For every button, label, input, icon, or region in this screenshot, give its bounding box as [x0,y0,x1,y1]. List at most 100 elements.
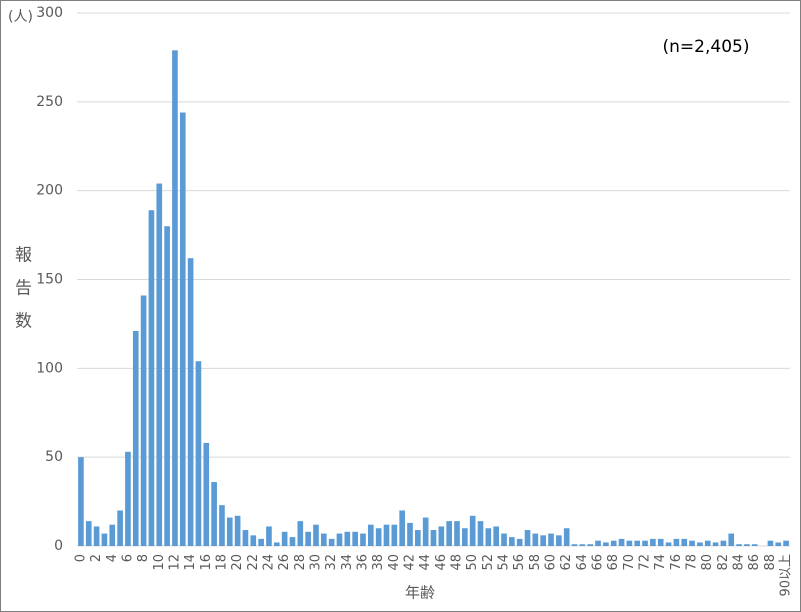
y-tick-label: 200 [36,183,63,199]
bar [289,537,296,546]
x-tick-label: 26 [277,554,292,571]
x-tick-label: 32 [324,554,339,571]
bar [156,183,163,546]
bar [720,540,727,546]
bar [360,533,366,546]
bar [477,521,484,546]
x-tick-label: 34 [340,554,355,571]
bar [383,524,390,546]
bar [603,542,609,546]
bar [320,533,327,546]
y-tick-label: 150 [36,272,63,288]
x-axis-label: 年齢 [405,584,435,602]
bar [226,517,233,546]
bar [164,226,170,546]
x-tick-label: 38 [371,554,386,571]
bar [665,542,672,546]
bar [328,538,335,546]
bar [430,530,437,546]
x-tick-label: 54 [497,554,512,571]
x-tick-label: 46 [434,554,449,571]
bar [469,515,476,546]
bar [462,528,468,546]
x-tick-label: 14 [183,554,198,571]
bar [610,540,617,546]
y-tick-label: 0 [54,538,63,554]
y-tick-label: 300 [36,5,63,21]
x-tick-label: 6 [120,554,135,562]
bar [258,538,264,546]
bar [642,540,648,546]
x-tick-label: 16 [199,554,214,571]
bar [313,524,319,546]
bar [657,538,664,546]
x-tick-label: 28 [293,554,308,571]
x-tick-label: 4 [105,554,120,562]
bar [783,540,789,546]
bar [132,331,139,546]
x-tick-label: 22 [246,554,261,571]
bar [109,524,116,546]
bar [454,521,460,546]
bar [242,530,249,546]
bar [516,538,523,546]
x-tick-label: 42 [402,554,417,571]
bar [728,533,735,546]
y-tick-label: 250 [36,94,63,110]
x-tick-label: 84 [732,554,747,571]
bar [736,544,742,546]
x-tick-label: 82 [716,554,731,571]
bar [125,451,131,546]
x-tick-label: 56 [512,554,527,571]
x-tick-label: 20 [230,554,245,571]
x-tick-label: 24 [261,554,276,571]
bar [375,528,382,546]
x-tick-label: 76 [669,554,684,571]
bar [172,50,178,547]
x-tick-label: 80 [700,554,715,571]
bar [219,505,225,546]
bar [650,538,656,546]
x-tick-label: 50 [465,554,480,571]
x-tick-label: 60 [544,554,559,571]
bar [203,442,210,546]
x-tick-label: 2 [89,554,104,562]
bar [493,526,500,546]
bar [367,524,374,546]
bar [618,538,625,546]
x-tick-label: 52 [481,554,496,571]
bar [689,540,695,546]
bar [595,540,601,546]
bar [422,517,429,546]
bar [399,510,405,546]
bar [704,540,711,546]
x-tick-label: 66 [591,554,606,571]
bar [344,531,351,546]
bar [93,526,100,546]
x-tick-label: 10 [152,554,167,571]
bar [297,521,304,546]
bar [211,482,217,546]
bar [540,535,547,546]
x-tick-label: 0 [73,554,88,562]
bar [556,535,562,546]
x-tick-label: 40 [387,554,402,571]
bar [187,258,194,546]
x-tick-label: 12 [167,554,182,571]
bar [485,528,492,546]
bar [673,538,680,546]
bar [634,540,641,546]
y-axis-label: 報告数 [11,245,32,344]
x-tick-label: 36 [355,554,370,571]
bar [587,544,594,546]
bar [744,544,750,546]
bar [681,538,688,546]
bar [509,537,515,546]
x-tick-label: 44 [418,554,433,571]
bar [415,530,421,546]
x-tick-label: 8 [136,554,151,562]
bar [524,530,531,546]
bar [85,521,92,546]
bar [78,457,84,546]
